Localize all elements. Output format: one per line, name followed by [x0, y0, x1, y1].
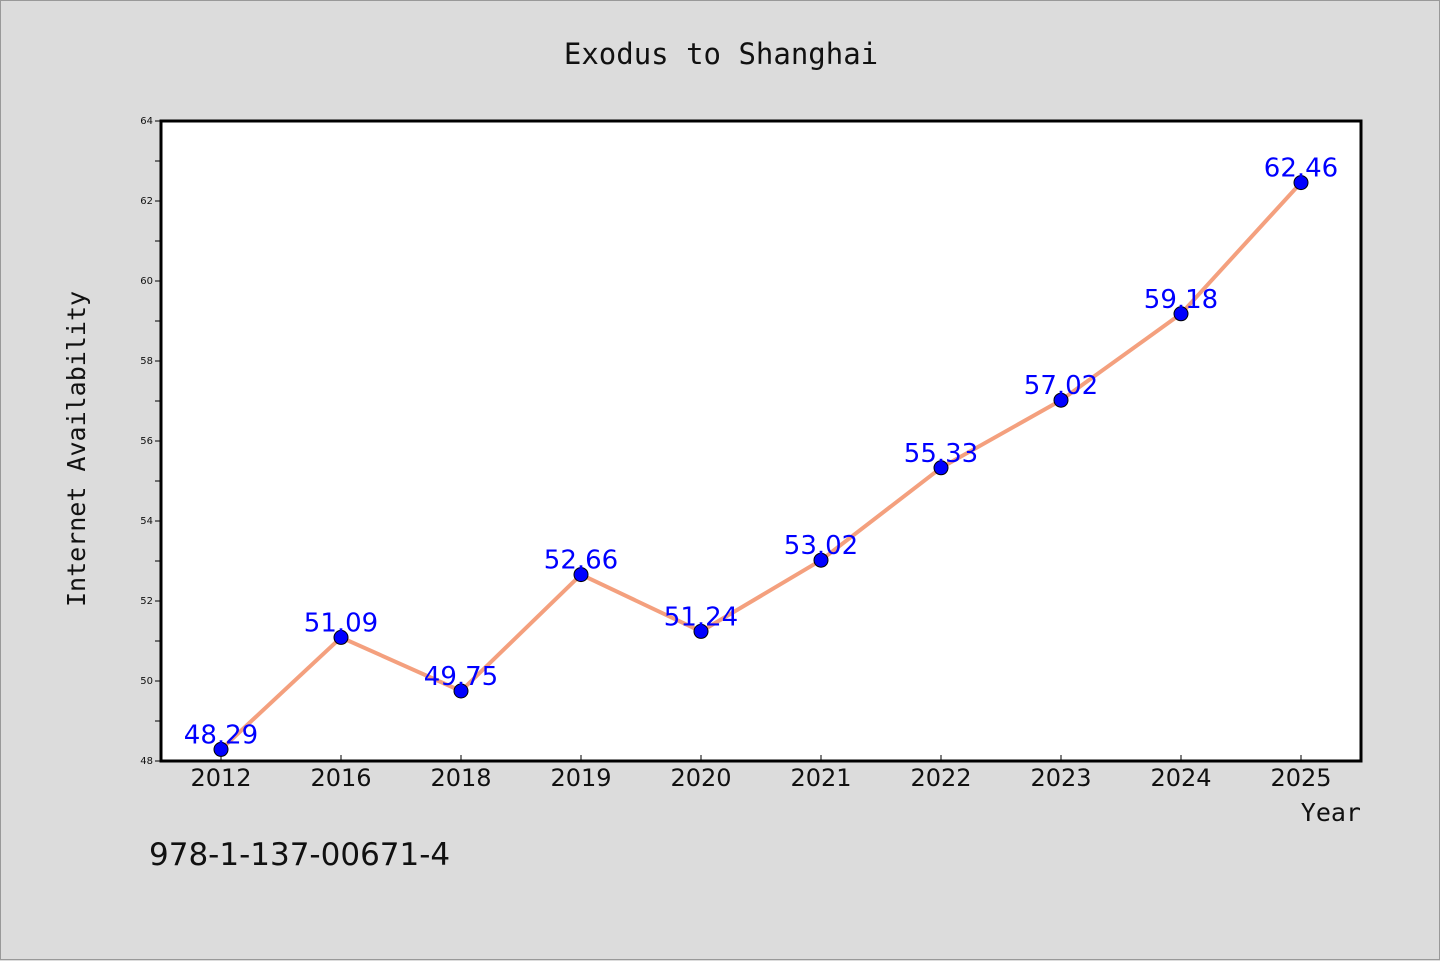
data-point [573, 567, 589, 583]
x-axis: 2012 2016 2018 2019 2020 2021 2022 2023 2024 2025 [190, 755, 1332, 792]
x-tick-label: 2022 [910, 764, 971, 792]
y-tick-label: 60 [140, 276, 153, 287]
data-label: 57.02 [1024, 371, 1098, 401]
data-point [1293, 175, 1309, 191]
y-tick-label: 58 [140, 356, 153, 367]
x-tick-label: 2023 [1030, 764, 1091, 792]
data-point [933, 460, 949, 476]
chart-title: Exodus to Shanghai [564, 37, 878, 71]
x-axis-label: Year [1301, 798, 1361, 827]
data-point [1173, 306, 1189, 322]
y-axis-label: Internet Availability [62, 291, 91, 607]
data-label: 51.09 [304, 608, 378, 638]
series-layer [213, 175, 1309, 757]
data-label: 55.33 [904, 439, 978, 469]
y-tick-label: 48 [140, 756, 153, 767]
y-tick-label: 54 [140, 516, 153, 527]
y-tick-label: 62 [140, 196, 153, 207]
data-point [693, 623, 709, 639]
data-label: 62.46 [1264, 154, 1338, 184]
x-tick-label: 2021 [790, 764, 851, 792]
data-label: 49.75 [424, 662, 498, 692]
x-tick-label: 2018 [430, 764, 491, 792]
x-tick-label: 2012 [190, 764, 251, 792]
y-tick-label: 50 [140, 676, 153, 687]
data-label: 59.18 [1144, 285, 1218, 315]
data-label: 52.66 [544, 546, 618, 576]
x-tick-label: 2025 [1270, 764, 1331, 792]
y-tick-label: 56 [140, 436, 153, 447]
isbn-text: 978-1-137-00671-4 [149, 837, 450, 873]
plot-area [159, 119, 1363, 763]
data-point [1053, 392, 1069, 408]
y-axis: 48 50 52 54 56 58 60 62 64 [140, 116, 161, 767]
data-point [453, 683, 469, 699]
y-tick-label: 64 [140, 116, 153, 127]
series-line [219, 180, 1303, 752]
data-point [813, 552, 829, 568]
data-label: 48.29 [184, 720, 258, 750]
data-point [213, 741, 229, 757]
y-tick-label: 52 [140, 596, 153, 607]
x-tick-label: 2020 [670, 764, 731, 792]
data-point [333, 629, 349, 645]
data-labels: 48.29 51.09 49.75 52.66 51.24 53.02 55.33 57.02… [184, 154, 1338, 751]
x-tick-label: 2019 [550, 764, 611, 792]
data-label: 51.24 [664, 602, 738, 632]
x-tick-label: 2016 [310, 764, 371, 792]
data-label: 53.02 [784, 531, 858, 561]
x-tick-label: 2024 [1150, 764, 1211, 792]
